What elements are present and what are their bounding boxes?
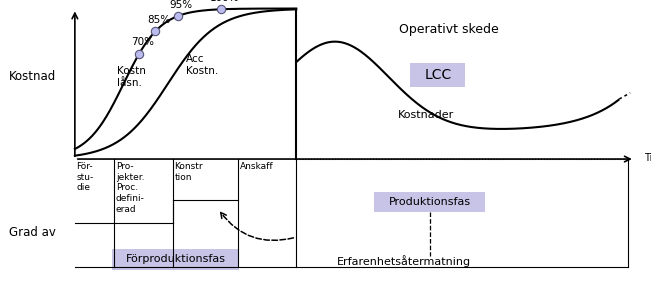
Text: 95%: 95% [170,0,193,10]
Text: Operativt skede: Operativt skede [399,23,499,36]
Text: Anskaff: Anskaff [240,162,274,171]
Text: Kostnad: Kostnad [9,70,56,83]
Text: 70%: 70% [131,37,154,47]
Text: Kostn
låsn.: Kostn låsn. [117,66,146,88]
Text: Grad av: Grad av [9,226,56,239]
Bar [374,192,485,212]
Text: För-
stu-
die: För- stu- die [76,162,93,192]
Text: Acc
Kostn.: Acc Kostn. [186,54,218,76]
Text: Tid I år: Tid I år [644,153,651,163]
Text: Erfarenhetsåtermatning: Erfarenhetsåtermatning [337,255,471,267]
Text: Förproduktionsfas: Förproduktionsfas [126,254,225,264]
Text: Konstr
tion: Konstr tion [174,162,203,182]
Text: Kostnader: Kostnader [398,110,454,120]
Text: LCC: LCC [424,68,451,82]
Text: 85%: 85% [147,15,170,25]
Text: Produktionsfas: Produktionsfas [389,197,471,207]
Bar [112,248,239,270]
Text: Pro-
jekter.
Proc.
defini-
erad: Pro- jekter. Proc. defini- erad [116,162,145,214]
Text: 100%: 100% [210,0,240,3]
Bar [410,63,465,87]
